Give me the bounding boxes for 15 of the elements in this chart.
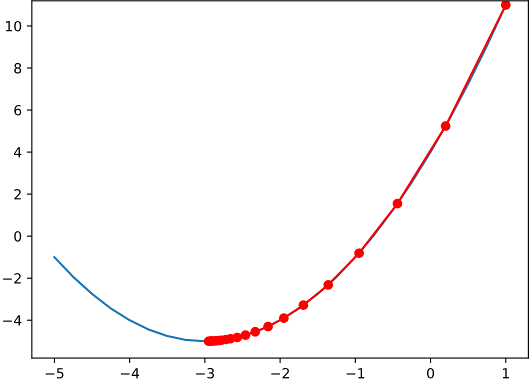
y-tick-label: 0: [14, 231, 22, 242]
x-tick-label: −1: [346, 368, 364, 378]
x-tick-label: 1: [502, 368, 509, 378]
x-tick-label: 0: [427, 368, 434, 379]
y-tick-label: 6: [14, 105, 22, 116]
x-tick-label: −3: [196, 368, 214, 379]
y-tick-label: 4: [14, 147, 22, 158]
y-tick-label: 8: [14, 62, 22, 74]
y-tick-label: −2: [3, 273, 21, 284]
x-tick-label: −2: [271, 368, 289, 378]
x-tick-label: −4: [120, 368, 140, 378]
y-tick-label: −4: [3, 315, 22, 326]
y-tick-label: 2: [14, 189, 21, 200]
y-tick-label: 10: [6, 20, 22, 32]
x-tick-label: −5: [46, 368, 64, 379]
